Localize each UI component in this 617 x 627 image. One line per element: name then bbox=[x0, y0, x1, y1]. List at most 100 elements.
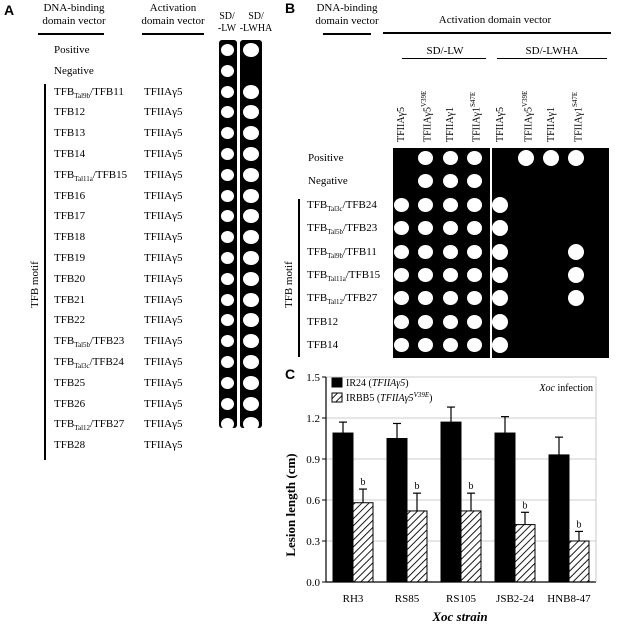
chart-bar bbox=[332, 432, 354, 583]
panel-b-column-label-base: TFIIAγ5 bbox=[495, 107, 506, 142]
panel-a-lwha-colony bbox=[243, 355, 259, 369]
chart-x-tick-label: RS105 bbox=[446, 593, 476, 605]
panel-a-dbd-header-line1: DNA-binding bbox=[43, 2, 105, 14]
panel-b-column-label-superscript: V39E bbox=[521, 90, 529, 108]
panel-b-row-label: TFB12 bbox=[307, 316, 338, 329]
panel-a-lwha-header-line1: SD/ bbox=[248, 11, 264, 22]
panel-a-lw-header: SD/ -LW bbox=[211, 11, 243, 35]
panel-a-lw-colony bbox=[221, 148, 234, 160]
panel-b-row-label-suffix: /TFB23 bbox=[343, 222, 378, 235]
panel-a-lwha-colony bbox=[243, 147, 259, 161]
chart-bar bbox=[352, 502, 374, 583]
panel-b-row-label: Positive bbox=[308, 152, 343, 165]
panel-a-lwha-colony bbox=[243, 271, 259, 286]
panel-a-row-ad: TFIIAγ5 bbox=[144, 252, 183, 264]
panel-a-row-ad: TFIIAγ5 bbox=[144, 314, 183, 327]
panel-a-group-label: TFB motif bbox=[29, 261, 41, 308]
panel-b-lwha-colony bbox=[543, 150, 559, 166]
panel-a-row-label-text: TFB16 bbox=[54, 189, 86, 202]
chart-y-tick-label: 0.3 bbox=[306, 536, 320, 548]
panel-a-row-ad: TFIIAγ5 bbox=[144, 148, 183, 160]
panel-b-column-label: TFIIAγ1S47E bbox=[571, 92, 584, 142]
panel-b-row-label-text: Positive bbox=[308, 152, 344, 164]
panel-b-column-label-base: TFIIAγ5 bbox=[422, 107, 434, 142]
panel-a-row-label-text: TFB19 bbox=[54, 252, 86, 264]
panel-b-lwha-colony bbox=[492, 313, 508, 330]
panel-b-lw-colony bbox=[418, 197, 433, 212]
panel-b-lw-colony bbox=[467, 151, 482, 165]
panel-a-lwha-header-line2: -LWHA bbox=[239, 23, 273, 34]
panel-a-row-ad: TFIIAγ5 bbox=[144, 418, 183, 431]
panel-a-row-ad: TFIIAγ5 bbox=[144, 293, 183, 306]
chart-y-tick-label: 1.2 bbox=[306, 413, 320, 425]
panel-b-row-label-text: TFB bbox=[307, 245, 328, 258]
panel-a-lw-colony bbox=[221, 106, 234, 119]
chart-significance-label: b bbox=[523, 500, 528, 511]
panel-a-row-ad: TFIIAγ5 bbox=[144, 189, 183, 202]
chart-y-tick-label: 0.0 bbox=[306, 577, 320, 589]
panel-a-lw-colony bbox=[221, 314, 234, 327]
panel-a-row-label-text: TFB25 bbox=[54, 376, 86, 389]
chart-bar bbox=[548, 454, 570, 583]
panel-a-row-label-text: TFB18 bbox=[54, 231, 86, 244]
panel-b-column-label-base: TFIIAγ5 bbox=[523, 107, 535, 142]
panel-a-row-label: TFB17 bbox=[54, 210, 85, 223]
panel-c-letter: C bbox=[285, 366, 296, 382]
panel-b-row-label-subscript: Tal3c bbox=[327, 204, 343, 213]
panel-b-column-label: TFIIAγ5V39E bbox=[521, 91, 534, 142]
chart-bars: b b b b b bbox=[332, 406, 590, 583]
panel-b-lw-colony bbox=[394, 314, 409, 329]
panel-a-lwha-colony bbox=[243, 167, 259, 182]
panel-a-row-label-text: TFB22 bbox=[54, 314, 86, 327]
panel-a-lwha-colony bbox=[243, 292, 259, 307]
panel-a-lw-colony bbox=[221, 127, 234, 140]
panel-a-ad-header-line1: Activation bbox=[149, 2, 197, 14]
panel-a-row-label-text: TFB26 bbox=[54, 397, 86, 410]
panel-a-lwha-colony bbox=[243, 230, 259, 245]
chart-legend-label: IRBB5 (TFIIAγ5V39E) bbox=[346, 391, 432, 404]
panel-b-row-label-text: TFB bbox=[307, 292, 328, 305]
panel-b-lw-colony bbox=[418, 291, 433, 306]
panel-a-lw-colony bbox=[221, 64, 234, 77]
panel-b-lw-colony bbox=[443, 174, 458, 189]
panel-a-row-label-text: TFB bbox=[54, 335, 75, 348]
panel-a-lwha-header: SD/ -LWHA bbox=[239, 11, 273, 35]
panel-a-lw-colony bbox=[221, 252, 234, 264]
chart-y-axis-label: Lesion length (cm) bbox=[283, 453, 298, 556]
panel-b-lwha-colony bbox=[492, 290, 508, 307]
panel-a-lw-colony bbox=[221, 231, 234, 244]
panel-b-lw-colony bbox=[394, 244, 409, 259]
panel-a-row-label: TFB14 bbox=[54, 148, 85, 161]
panel-a-lw-header-line2: -LW bbox=[217, 23, 237, 34]
panel-a-lwha-colony bbox=[243, 105, 259, 120]
panel-a-row-label-subscript: Tal12 bbox=[74, 424, 91, 433]
panel-a-lw-colony bbox=[221, 168, 234, 181]
panel-a-row-label: TFB25 bbox=[54, 377, 85, 390]
chart-legend-label-superscript: V39E bbox=[414, 391, 430, 399]
panel-b-column-label: TFIIAγ1S47E bbox=[469, 92, 482, 142]
panel-b-lwha-plate bbox=[492, 148, 609, 358]
panel-a-lwha-colony bbox=[243, 334, 259, 349]
panel-b-row-label: TFB14 bbox=[307, 339, 338, 352]
panel-b-column-label-superscript: S47E bbox=[469, 91, 477, 108]
panel-a-row-label: TFB16 bbox=[54, 190, 85, 203]
panel-b-lw-colony bbox=[418, 221, 433, 236]
chart-bar bbox=[494, 432, 516, 583]
panel-b-lw-colony bbox=[394, 197, 409, 212]
panel-b-row-label-subscript: Tal11a bbox=[327, 275, 346, 284]
panel-a-row-label: TFBTal9b/TFB11 bbox=[54, 86, 124, 103]
panel-b-lw-colony bbox=[443, 244, 458, 259]
panel-a-row-label: TFB12 bbox=[54, 106, 85, 119]
panel-b-lw-colony bbox=[443, 268, 458, 282]
panel-a-row-label-text: TFB bbox=[54, 356, 75, 368]
panel-a-dbd-header: DNA-binding domain vector bbox=[24, 2, 124, 28]
chart-x-tick-label: RS85 bbox=[395, 593, 420, 605]
chart-bar bbox=[386, 438, 408, 583]
chart-significance-label: b bbox=[415, 481, 420, 492]
chart-x-tick-label: RH3 bbox=[343, 593, 364, 605]
panel-a-row-ad: TFIIAγ5 bbox=[144, 335, 183, 348]
panel-b-column-label: TFIIAγ1 bbox=[546, 107, 557, 142]
panel-b-column-label-base: TFIIAγ5 bbox=[396, 107, 407, 142]
chart-y-tick-label: 0.9 bbox=[306, 454, 320, 466]
panel-a-row-label-suffix: /TFB11 bbox=[90, 85, 124, 98]
